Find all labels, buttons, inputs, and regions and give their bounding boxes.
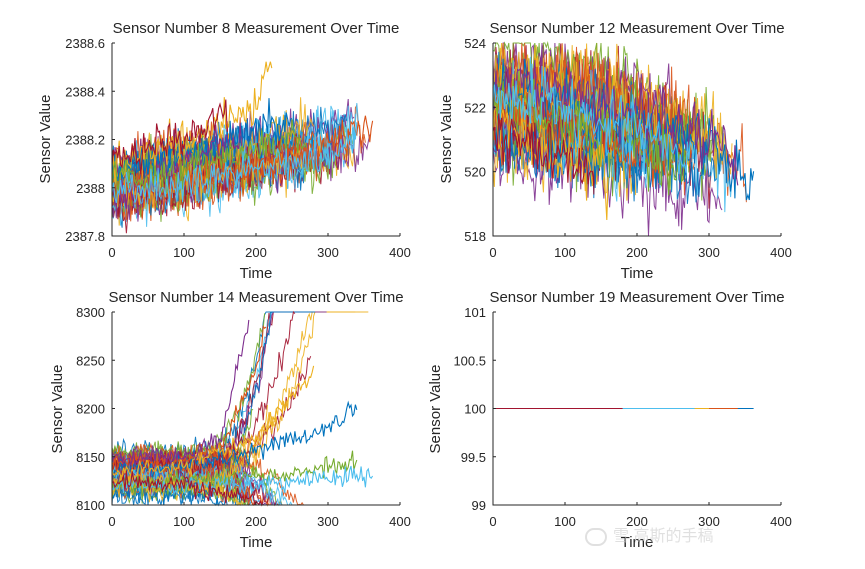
sensor-19-xlabel: Time: [621, 534, 654, 551]
sensor-14-xtick-label: 300: [317, 514, 339, 529]
sensor-12-xtick-label: 400: [770, 245, 792, 260]
sensor-19-ticks: 0 100 200 300 400 99 99.5 100 100.5 101: [453, 305, 791, 529]
sensor-8-xlabel: Time: [240, 265, 273, 282]
sensor-14-xtick-label: 400: [389, 514, 411, 529]
sensor-8-ytick-label: 2387.8: [65, 229, 105, 244]
sensor-14-series-line: [111, 325, 267, 468]
sensor-14-series-line: [111, 470, 264, 507]
sensor-12-xlabel: Time: [621, 265, 654, 282]
sensor-14-lines: [111, 310, 374, 507]
sensor-8-xtick-label: 200: [245, 245, 267, 260]
sensor-14-ytick-label: 8200: [76, 402, 105, 417]
sensor-12-ytick-label: 518: [464, 229, 486, 244]
sensor-19-ytick-label: 100: [464, 402, 486, 417]
watermark: 雪 高斯的手稿: [585, 522, 713, 546]
sensor-14-ytick-label: 8300: [76, 305, 105, 320]
sensor-12-series-line: [492, 113, 595, 185]
sensor-14-series-line: [111, 365, 315, 480]
sensor-14-ticks: 0 100 200 300 400 8100 8150 8200 8250 8300: [76, 305, 411, 529]
sensor-19-ytick-label: 99.5: [461, 450, 486, 465]
sensor-12-lines: [492, 41, 755, 237]
sensor-12-xtick-label: 300: [698, 245, 720, 260]
sensor-14-series-line: [111, 400, 358, 480]
sensor-12-ylabel: Sensor Value: [438, 95, 455, 184]
sensor-8-xtick-label: 400: [389, 245, 411, 260]
sensor-8-series-line: [111, 99, 228, 175]
sensor-8-ytick-label: 2388: [76, 181, 105, 196]
sensor-14-series-line: [111, 450, 358, 493]
sensor-8-series-line: [111, 122, 358, 206]
wechat-icon: [585, 527, 607, 546]
subplot-sensor-19: 0 100 200 300 400 99 99.5 100 100.5 101 Sensor Nu…: [427, 289, 792, 551]
sensor-19-title: Sensor Number 19 Measurement Over Time: [489, 289, 784, 306]
sensor-8-xtick-label: 100: [173, 245, 195, 260]
sensor-14-trace: [111, 404, 268, 503]
sensor-14-series-line: [111, 319, 250, 467]
sensor-8-lines: [111, 61, 374, 234]
sensor-12-ytick-label: 524: [464, 36, 486, 51]
sensor-14-xtick-label: 200: [245, 514, 267, 529]
sensor-8-ytick-label: 2388.2: [65, 133, 105, 148]
sensor-14-ylabel: Sensor Value: [49, 365, 66, 454]
subplot-sensor-8: 0 100 200 300 400 2387.8 2388 2388.2 2388.4 2388.…: [37, 20, 411, 282]
sensor-14-ytick-label: 8100: [76, 498, 105, 513]
sensor-14-ytick-label: 8250: [76, 353, 105, 368]
sensor-12-xtick-label: 0: [489, 245, 496, 260]
sensor-8-series-line: [111, 61, 273, 182]
sensor-12-ytick-label: 522: [464, 100, 486, 115]
sensor-19-xtick-label: 0: [489, 514, 496, 529]
sensor-12-series-line: [492, 78, 688, 196]
sensor-19-xtick-label: 400: [770, 514, 792, 529]
sensor-19-xtick-label: 100: [554, 514, 576, 529]
sensor-8-xtick-label: 300: [317, 245, 339, 260]
sensor-19-ytick-label: 101: [464, 305, 486, 320]
sensor-12-ticks: 0 100 200 300 400 518 520 522 524: [464, 36, 792, 260]
sensor-12-series-line: [492, 63, 696, 175]
sensor-19-ylabel: Sensor Value: [427, 365, 444, 454]
sensor-8-ylabel: Sensor Value: [37, 95, 54, 184]
sensor-8-ticks: 0 100 200 300 400 2387.8 2388 2388.2 2388.4 2388.…: [65, 36, 411, 260]
sensor-14-title: Sensor Number 14 Measurement Over Time: [108, 289, 403, 306]
sensor-8-ytick-label: 2388.6: [65, 36, 105, 51]
sensor-14-xtick-label: 0: [108, 514, 115, 529]
sensor-14-trace: [111, 408, 254, 504]
sensor-14-xlabel: Time: [240, 534, 273, 551]
watermark-text: 雪 高斯的手稿: [613, 528, 714, 545]
sensor-14-series-line: [111, 465, 374, 496]
sensor-14-xtick-label: 100: [173, 514, 195, 529]
sensor-12-title: Sensor Number 12 Measurement Over Time: [489, 20, 784, 37]
sensor-12-xtick-label: 200: [626, 245, 648, 260]
sensor-19-ytick-label: 100.5: [453, 353, 486, 368]
sensor-8-series-line: [111, 119, 307, 194]
sensor-8-xtick-label: 0: [108, 245, 115, 260]
sensor-19-xtick-label: 300: [698, 514, 720, 529]
sensor-14-ytick-label: 8150: [76, 450, 105, 465]
sensor-12-xtick-label: 100: [554, 245, 576, 260]
sensor-19-xtick-label: 200: [626, 514, 648, 529]
sensor-12-series-line: [492, 59, 739, 186]
subplot-sensor-12: 0 100 200 300 400 518 520 522 524 Sensor Number …: [438, 20, 792, 282]
sensor-19-ytick-label: 99: [472, 498, 486, 513]
sensor-8-ytick-label: 2388.4: [65, 84, 105, 99]
sensor-8-title: Sensor Number 8 Measurement Over Time: [113, 20, 400, 37]
subplot-sensor-14: 0 100 200 300 400 8100 8150 8200 8250 8300 Sensor…: [49, 289, 411, 551]
sensor-12-ytick-label: 520: [464, 165, 486, 180]
